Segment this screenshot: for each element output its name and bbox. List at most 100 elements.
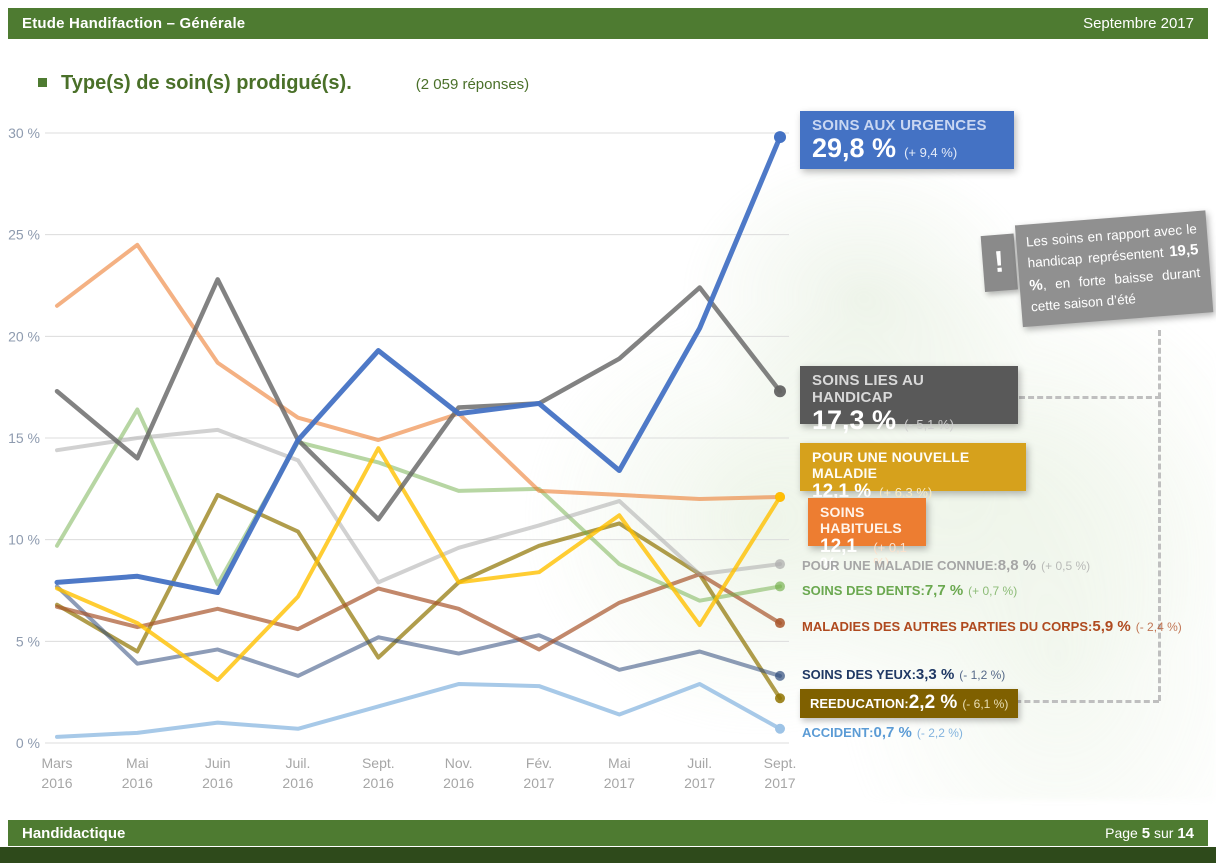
label-soins-des-dents: SOINS DES DENTS : 7,7 % (+ 0,7 %) (802, 582, 1017, 599)
callout-soins-lies-au-handicap: SOINS LIES AU HANDICAP 17,3 % (- 5,1 %) (800, 366, 1018, 434)
series-line-reeducation (55, 492, 782, 701)
x-tick-month: Sept. (764, 755, 797, 771)
series-line-handicap (54, 277, 783, 522)
separator: : (904, 696, 909, 711)
x-tick-month: Juin (205, 755, 231, 771)
series-endpoint-accident (774, 723, 785, 734)
y-tick-label: 5 % (16, 633, 40, 649)
footer-brand: Handidactique (22, 824, 126, 842)
callout-delta: (+ 9,4 %) (904, 145, 958, 160)
series-value: 7,7 % (924, 582, 964, 599)
x-tick-month: Nov. (445, 755, 473, 771)
callout-delta: (+ 6,3 %) (879, 485, 933, 500)
callout-title: POUR UNE NOUVELLE MALADIE (812, 449, 970, 481)
separator: : (993, 558, 998, 573)
x-tick-month: Sept. (362, 755, 395, 771)
callout-title: SOINS AUX URGENCES (812, 117, 987, 134)
series-value: 2,2 % (908, 692, 958, 713)
series-name: SOINS DES YEUX (802, 667, 912, 682)
label-soins-des-yeux: SOINS DES YEUX : 3,3 % (- 1,2 %) (802, 666, 1005, 683)
x-tick-month: Mai (608, 755, 631, 771)
callout-delta: (+ 0,1 %) (873, 540, 907, 570)
separator: : (1088, 619, 1093, 634)
callout-value: 29,8 % (812, 133, 897, 163)
series-endpoint-dents (774, 581, 785, 592)
label-autres-parties-du-corps: MALADIES DES AUTRES PARTIES DU CORPS : 5… (802, 618, 1182, 635)
x-tick-year: 2017 (764, 775, 795, 791)
label-maladie-connue: POUR UNE MALADIE CONNUE : 8,8 % (+ 0,5 %… (802, 557, 1090, 574)
responses-count: (2 059 réponses) (415, 76, 530, 93)
series-name: MALADIES DES AUTRES PARTIES DU CORPS (802, 619, 1089, 634)
series-delta: (+ 0,7 %) (968, 584, 1018, 598)
x-tick-year: 2017 (684, 775, 715, 791)
note-text-after: , en forte baisse durant cette saison d’… (1030, 264, 1201, 315)
series-endpoint-autres (774, 618, 785, 629)
x-tick-month: Juil. (286, 755, 311, 771)
y-tick-label: 30 % (8, 125, 40, 141)
page-indicator: Page 5 sur 14 (1105, 825, 1194, 842)
series-value: 3,3 % (915, 666, 955, 683)
y-tick-label: 0 % (16, 735, 40, 751)
series-endpoint-handicap (773, 385, 786, 398)
exclamation-icon: ! (980, 233, 1018, 292)
series-endpoint-yeux (774, 670, 785, 681)
series-line-connue (55, 427, 782, 585)
section-header: Type(s) de soin(s) prodigué(s). (2 059 r… (38, 72, 529, 95)
warning-note: ! Les soins en rapport avec le handicap … (980, 210, 1214, 329)
separator: : (920, 583, 925, 598)
chart-title: Type(s) de soin(s) prodigué(s). (61, 72, 352, 94)
series-name: POUR UNE MALADIE CONNUE (802, 558, 994, 573)
x-tick-year: 2016 (282, 775, 313, 791)
callout-value: 12,1 % (812, 481, 872, 502)
series-delta: (+ 0,5 %) (1041, 559, 1091, 573)
label-accident: ACCIDENT : 0,7 % (- 2,2 %) (802, 724, 963, 741)
series-name: ACCIDENT (802, 725, 870, 740)
y-tick-label: 15 % (8, 430, 40, 446)
x-tick-month: Mars (41, 755, 72, 771)
series-line-urgences (54, 134, 783, 596)
series-name: SOINS DES DENTS (802, 583, 921, 598)
report-date: Septembre 2017 (1083, 15, 1194, 32)
series-line-accident (55, 682, 782, 739)
y-tick-label: 25 % (8, 227, 40, 243)
series-endpoint-reeducation (774, 693, 785, 704)
footer-accent-strip (0, 847, 1216, 863)
separator: : (869, 725, 874, 740)
header-bar: Etude Handifaction – Générale Septembre … (8, 8, 1208, 39)
x-tick-month: Juil. (687, 755, 712, 771)
series-delta: (- 1,2 %) (959, 668, 1006, 682)
x-tick-month: Mai (126, 755, 149, 771)
callout-value: 17,3 % (812, 405, 897, 435)
bullet-square-icon (38, 78, 47, 87)
note-text: Les soins en rapport avec le handicap re… (1014, 210, 1214, 327)
x-tick-year: 2016 (363, 775, 394, 791)
series-line-yeux (55, 584, 782, 678)
series-value: 0,7 % (873, 724, 912, 741)
series-delta: (- 2,4 %) (1135, 620, 1182, 634)
connector-vertical-dotted-line (1158, 330, 1161, 701)
series-value: 5,9 % (1092, 618, 1131, 635)
series-name: REEDUCATION (810, 696, 905, 711)
callout-delta: (- 5,1 %) (904, 417, 954, 432)
series-line-dents (55, 407, 782, 603)
y-tick-label: 20 % (8, 328, 40, 344)
page-separator: sur (1153, 824, 1174, 841)
separator: : (911, 667, 916, 682)
callout-nouvelle-maladie: POUR UNE NOUVELLE MALADIE 12,1 % (+ 6,3 … (800, 443, 1026, 501)
footer-bar: Handidactique Page 5 sur 14 (8, 820, 1208, 846)
series-endpoint-nouvelle (774, 491, 785, 502)
series-endpoint-urgences (773, 131, 786, 144)
callout-value: 12,1 % (820, 536, 857, 576)
callout-soins-aux-urgences: SOINS AUX URGENCES 29,8 % (+ 9,4 %) (800, 111, 1014, 169)
y-tick-label: 10 % (8, 532, 40, 548)
series-delta: (- 6,1 %) (962, 697, 1009, 711)
callout-title: SOINS HABITUELS (820, 504, 902, 536)
connector-reeducation-dotted-line (1006, 700, 1159, 703)
callout-soins-habituels: SOINS HABITUELS 12,1 % (+ 0,1 %) (808, 498, 926, 575)
page-prefix: Page (1105, 824, 1138, 841)
label-reeducation: REEDUCATION : 2,2 % (- 6,1 %) (800, 689, 1019, 718)
x-tick-year: 2016 (41, 775, 72, 791)
report-title: Etude Handifaction – Générale (22, 15, 246, 32)
